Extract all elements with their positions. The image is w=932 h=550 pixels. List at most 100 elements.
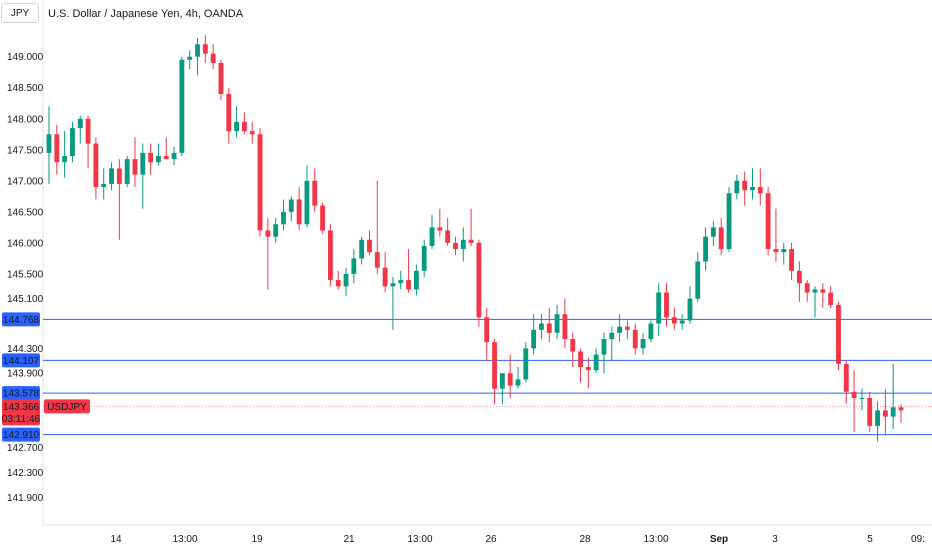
candle-body[interactable] [664, 292, 669, 318]
candle-body[interactable] [429, 227, 435, 246]
candle-body[interactable] [132, 159, 138, 175]
candle-body[interactable] [507, 373, 513, 386]
candle-body[interactable] [257, 134, 263, 231]
candle-body[interactable] [773, 249, 779, 253]
candle-body[interactable] [390, 283, 396, 287]
candle-body[interactable] [93, 143, 99, 188]
candle-body[interactable] [343, 273, 349, 287]
candle-body[interactable] [492, 342, 497, 389]
candle-body[interactable] [382, 267, 388, 287]
candle-body[interactable] [187, 56, 193, 60]
candle-body[interactable] [226, 93, 232, 132]
candle-body[interactable] [320, 205, 326, 231]
candle-body[interactable] [359, 239, 365, 259]
candle-body[interactable] [70, 128, 75, 156]
candle-body[interactable] [585, 366, 591, 371]
candle-body[interactable] [437, 227, 443, 231]
candle-body[interactable] [296, 199, 302, 225]
candle-body[interactable] [820, 289, 826, 293]
candle-body[interactable] [265, 230, 271, 237]
candle-body[interactable] [85, 118, 91, 144]
candle-body[interactable] [648, 323, 654, 340]
candle-body[interactable] [882, 410, 888, 417]
candle-body[interactable] [140, 152, 146, 175]
candle-body[interactable] [515, 379, 521, 386]
candle-body[interactable] [898, 407, 904, 411]
candle-body[interactable] [304, 180, 310, 225]
candle-body[interactable] [523, 348, 529, 380]
candle-body[interactable] [281, 211, 286, 225]
candle-body[interactable] [781, 249, 787, 253]
candle-body[interactable] [234, 121, 240, 132]
candle-body[interactable] [789, 249, 794, 271]
candle-body[interactable] [77, 118, 83, 129]
candle-body[interactable] [656, 292, 662, 324]
candle-body[interactable] [210, 53, 216, 63]
candle-body[interactable] [617, 326, 623, 333]
candle-body[interactable] [46, 134, 52, 153]
candle-body[interactable] [101, 183, 107, 188]
candle-body[interactable] [460, 239, 466, 250]
candle-body[interactable] [218, 62, 224, 94]
candle-body[interactable] [109, 168, 114, 184]
candle-body[interactable] [695, 261, 701, 299]
candle-body[interactable] [148, 152, 154, 163]
candle-body[interactable] [312, 180, 318, 206]
candle-body[interactable] [179, 59, 185, 153]
candle-body[interactable] [351, 258, 357, 274]
candle-body[interactable] [703, 236, 709, 262]
candle-body[interactable] [54, 134, 60, 163]
candle-body[interactable] [398, 280, 404, 284]
candle-body[interactable] [671, 317, 677, 324]
candle-body[interactable] [679, 320, 685, 324]
candle-body[interactable] [836, 304, 841, 364]
candle-body[interactable] [116, 168, 122, 184]
candle-body[interactable] [288, 199, 294, 212]
candle-body[interactable] [757, 187, 763, 194]
candle-body[interactable] [718, 227, 724, 250]
candle-body[interactable] [765, 193, 771, 250]
candle-body[interactable] [554, 314, 560, 333]
candle-body[interactable] [859, 398, 865, 399]
candle-body[interactable] [171, 152, 177, 160]
candle-body[interactable] [710, 227, 716, 237]
candle-body[interactable] [62, 156, 68, 163]
candle-body[interactable] [249, 131, 255, 135]
candle-body[interactable] [241, 121, 247, 132]
candle-body[interactable] [601, 339, 607, 355]
candle-body[interactable] [875, 410, 880, 426]
candle-body[interactable] [687, 298, 693, 321]
candle-body[interactable] [726, 193, 732, 250]
candle-body[interactable] [546, 323, 552, 333]
candle-body[interactable] [499, 373, 505, 389]
candle-body[interactable] [609, 332, 615, 340]
candle-body[interactable] [327, 230, 333, 281]
candle-body[interactable] [812, 289, 818, 293]
candle-body[interactable] [867, 398, 873, 426]
candle-body[interactable] [156, 156, 161, 163]
candle-body[interactable] [421, 245, 427, 271]
candle-body[interactable] [593, 354, 599, 371]
candle-body[interactable] [828, 292, 834, 305]
candle-body[interactable] [484, 317, 490, 343]
candle-body[interactable] [640, 339, 646, 349]
candle-body[interactable] [632, 329, 638, 349]
candle-body[interactable] [578, 351, 583, 367]
candle-body[interactable] [413, 270, 419, 290]
candle-body[interactable] [742, 180, 748, 191]
candle-body[interactable] [163, 156, 169, 160]
candle-body[interactable] [562, 314, 568, 340]
candle-body[interactable] [468, 239, 474, 243]
candle-body[interactable] [445, 230, 451, 243]
candle-body[interactable] [851, 391, 857, 398]
candle-body[interactable] [734, 180, 740, 194]
candle-body[interactable] [406, 280, 411, 290]
candle-body[interactable] [367, 239, 372, 253]
candle-body[interactable] [531, 329, 537, 349]
candle-body[interactable] [453, 242, 458, 250]
symbol-search-box[interactable]: JPY [1, 3, 39, 23]
candle-body[interactable] [374, 252, 380, 268]
candle-body[interactable] [273, 224, 279, 237]
candle-body[interactable] [796, 270, 802, 284]
